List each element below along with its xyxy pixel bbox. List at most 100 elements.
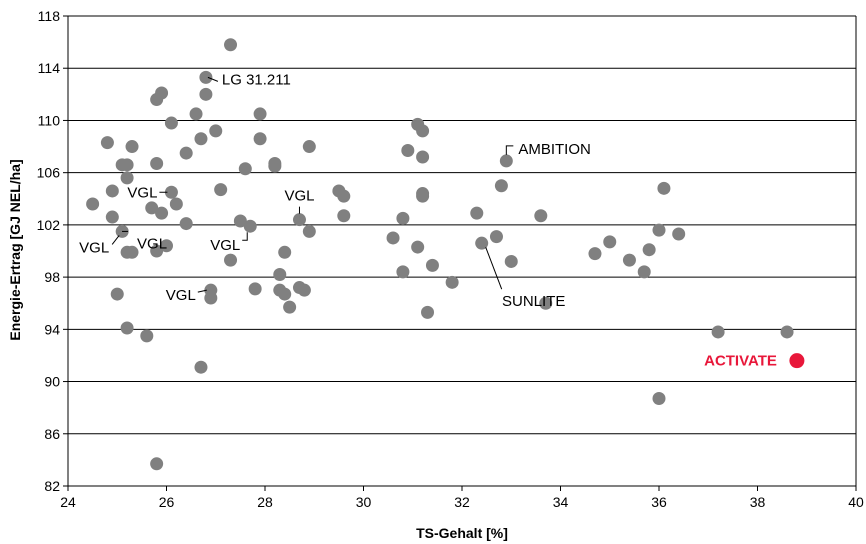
data-point [421, 306, 434, 319]
data-point [416, 190, 429, 203]
data-point [416, 151, 429, 164]
data-point [490, 230, 503, 243]
data-point [293, 213, 306, 226]
data-point [303, 140, 316, 153]
data-point [657, 182, 670, 195]
data-point [214, 183, 227, 196]
data-point [278, 288, 291, 301]
highlight-label: ACTIVATE [704, 353, 777, 370]
data-point [653, 224, 666, 237]
y-tick-label: 90 [44, 374, 60, 390]
data-point [470, 207, 483, 220]
data-point [416, 124, 429, 137]
data-point [643, 243, 656, 256]
data-point [204, 292, 217, 305]
data-point [106, 211, 119, 224]
data-point [121, 158, 134, 171]
data-point [283, 301, 296, 314]
x-tick-label: 32 [454, 494, 470, 510]
y-axis-title: Energie-Ertrag [GJ NEL/ha] [7, 159, 23, 340]
x-tick-labels: 24 26 28 30 32 34 36 38 40 [60, 494, 864, 510]
x-tick-label: 30 [356, 494, 372, 510]
data-point [199, 71, 212, 84]
y-tick-label: 114 [38, 60, 61, 76]
annotation-label: VGL [127, 184, 157, 201]
x-tick-label: 40 [848, 494, 864, 510]
y-tick-label: 102 [37, 217, 61, 233]
annotation-leader [506, 146, 513, 155]
data-points [86, 38, 804, 470]
data-point [505, 255, 518, 268]
y-tick-label: 82 [44, 478, 60, 494]
data-point [155, 207, 168, 220]
highlight-point [789, 353, 804, 368]
data-point [623, 254, 636, 267]
data-point [500, 154, 513, 167]
annotation-label: SUNLITE [502, 293, 565, 310]
data-point [396, 265, 409, 278]
data-point [224, 38, 237, 51]
data-point [180, 147, 193, 160]
data-point [446, 276, 459, 289]
data-point [190, 107, 203, 120]
annotation-leaders [112, 77, 513, 292]
data-point [534, 209, 547, 222]
x-tick-label: 38 [750, 494, 766, 510]
annotation-label: VGL [79, 239, 109, 256]
data-point [298, 284, 311, 297]
data-point [396, 212, 409, 225]
y-tick-label: 110 [38, 112, 61, 128]
data-point [603, 235, 616, 248]
data-point [254, 107, 267, 120]
annotation-label: VGL [166, 287, 196, 304]
data-point [781, 325, 794, 338]
data-point [303, 225, 316, 238]
data-point [273, 268, 286, 281]
data-point [239, 162, 252, 175]
x-tick-label: 28 [257, 494, 273, 510]
data-point [194, 132, 207, 145]
y-tick-label: 118 [38, 8, 61, 24]
data-point [86, 198, 99, 211]
x-tick-label: 24 [60, 494, 76, 510]
data-point [121, 171, 134, 184]
y-tick-label: 106 [37, 165, 61, 181]
data-point [106, 184, 119, 197]
data-point [337, 209, 350, 222]
data-point [199, 88, 212, 101]
data-point [165, 117, 178, 130]
annotation-leader [112, 235, 119, 244]
data-point [155, 87, 168, 100]
y-tick-label: 86 [44, 426, 60, 442]
data-point [638, 265, 651, 278]
data-point [337, 190, 350, 203]
data-point [653, 392, 666, 405]
data-point [712, 325, 725, 338]
data-point [588, 247, 601, 260]
data-point [180, 217, 193, 230]
x-tick-label: 26 [159, 494, 175, 510]
y-tick-label: 98 [44, 269, 60, 285]
axes [63, 16, 856, 491]
y-tick-label: 94 [44, 321, 60, 337]
data-point [126, 140, 139, 153]
annotation-label: LG 31.211 [222, 71, 291, 88]
data-point [150, 457, 163, 470]
data-point [672, 228, 685, 241]
data-point [249, 282, 262, 295]
annotation-leader [486, 247, 502, 289]
data-point [268, 157, 281, 170]
y-tick-labels: 82 86 90 94 98 102 106 110 114 118 [37, 8, 61, 494]
data-point [209, 124, 222, 137]
data-point [111, 288, 124, 301]
data-point [170, 198, 183, 211]
annotation-label: VGL [137, 235, 167, 252]
x-tick-label: 34 [553, 494, 569, 510]
annotation-label: AMBITION [518, 141, 591, 158]
data-point [426, 259, 439, 272]
data-point [224, 254, 237, 267]
data-point [121, 322, 134, 335]
data-point [101, 136, 114, 149]
data-point [495, 179, 508, 192]
